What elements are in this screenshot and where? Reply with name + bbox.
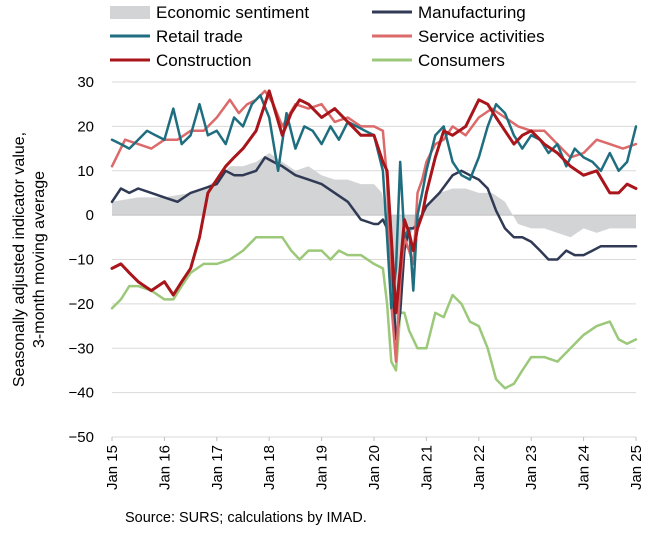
legend-item-manufacturing: Manufacturing [372,3,526,22]
x-tick-label: Jan 25 [628,445,645,490]
axes: 30 20 10 0 −10 −20 −30 −40 −50 Jan 15 Jan 16 Jan 17… [69,74,645,490]
legend: Economic sentiment Retail trade Constructi… [110,3,545,70]
consumers-line [110,236,638,390]
x-tick-label: Jan 23 [523,445,540,490]
gridlines [112,81,636,438]
y-tick-label: −50 [69,429,94,446]
x-tick-label: Jan 15 [104,445,121,490]
legend-item-economic-sentiment: Economic sentiment [110,3,309,22]
legend-label: Construction [156,51,251,70]
y-tick-label: −40 [69,385,94,402]
x-tick-label: Jan 20 [366,445,383,490]
y-axis-title: Seasonally adjusted indicator value, 3-mo… [11,132,48,387]
y-tick-label: 0 [86,207,94,224]
legend-label: Consumers [418,51,505,70]
y-tick-label: −10 [69,252,94,269]
y-tick-label: 10 [77,163,94,180]
x-tick-label: Jan 24 [576,445,593,490]
legend-label: Service activities [418,27,545,46]
y-axis-title-line: Seasonally adjusted indicator value, [11,132,28,387]
legend-item-retail-trade: Retail trade [110,27,243,46]
x-tick-label: Jan 17 [209,445,226,490]
construction-line [110,89,638,315]
y-axis-title-line: 3-month moving average [31,171,48,348]
legend-label: Economic sentiment [156,3,309,22]
x-tick-label: Jan 21 [418,445,435,490]
legend-swatch [110,6,150,19]
x-tick-label: Jan 16 [156,445,173,490]
x-tick-label: Jan 19 [314,445,331,490]
legend-item-consumers: Consumers [372,51,505,70]
x-tick-label: Jan 22 [471,445,488,490]
legend-item-construction: Construction [110,51,251,70]
y-tick-label: 20 [77,118,94,135]
economic-sentiment-area [112,153,636,340]
y-tick-label: −20 [69,296,94,313]
line-series-layer [110,89,638,390]
legend-label: Manufacturing [418,3,526,22]
legend-label: Retail trade [156,27,243,46]
y-tick-label: 30 [77,74,94,91]
source-note: Source: SURS; calculations by IMAD. [125,510,367,526]
legend-item-service-activities: Service activities [372,27,545,46]
area-series-layer [112,153,636,340]
y-tick-label: −30 [69,340,94,357]
x-tick-label: Jan 18 [261,445,278,490]
